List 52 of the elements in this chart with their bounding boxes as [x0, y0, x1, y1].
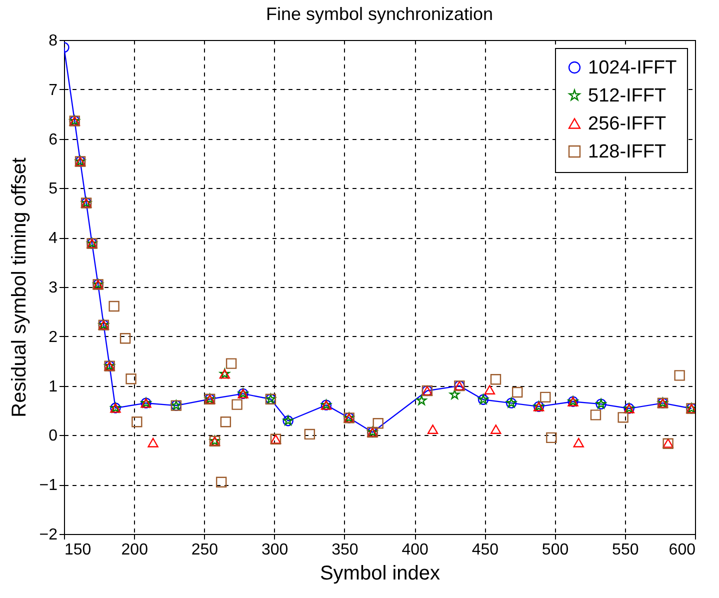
point	[226, 358, 237, 369]
x-tick-label: 550	[612, 542, 639, 558]
y-tick-label: −1	[39, 477, 58, 494]
point	[540, 392, 551, 403]
point	[108, 300, 120, 312]
point	[427, 424, 438, 434]
x-axis-title: Symbol index	[320, 562, 440, 584]
x-tick-label: 450	[472, 542, 499, 558]
point	[484, 385, 496, 394]
x-tick-label: 600	[668, 542, 696, 558]
x-tick-label: 250	[191, 542, 218, 558]
y-tick-label: 5	[48, 180, 58, 198]
legend-label: 512-IFFT	[588, 86, 667, 106]
y-tick-label: 6	[48, 131, 58, 148]
point	[416, 395, 427, 406]
point	[120, 333, 131, 344]
x-tick-label: 500	[542, 542, 569, 558]
legend-label: 1024-IFFT	[588, 58, 678, 78]
point	[490, 424, 502, 434]
point	[450, 389, 460, 400]
y-tick-label: −2	[39, 526, 58, 544]
point	[126, 374, 136, 384]
point	[546, 432, 557, 444]
y-tick-label: 4	[48, 230, 58, 248]
point	[216, 476, 227, 488]
point	[304, 428, 316, 440]
x-tick-label: 400	[402, 542, 428, 558]
y-tick-label: 3	[48, 280, 58, 296]
point	[490, 374, 502, 385]
y-tick-label: 0	[48, 428, 58, 445]
point	[573, 438, 584, 448]
y-tick-label: 1	[48, 378, 58, 396]
point	[148, 438, 158, 448]
y-axis-title: Residual symbol timing offset	[8, 157, 30, 418]
x-tick-label: 150	[64, 542, 92, 558]
y-tick-label: 8	[48, 32, 58, 50]
chart-title: Fine symbol synchronization	[266, 4, 494, 24]
point	[220, 416, 232, 428]
point	[232, 399, 242, 410]
point	[590, 410, 602, 420]
x-tick-label: 300	[261, 542, 288, 558]
legend-label: 128-IFFT	[588, 142, 667, 162]
y-tick-label: 7	[48, 82, 58, 99]
legend-label: 256-IFFT	[588, 114, 667, 134]
point	[618, 412, 628, 423]
point	[512, 386, 523, 398]
x-tick-label: 200	[121, 542, 148, 558]
point	[674, 370, 685, 381]
y-tick-label: 2	[48, 328, 58, 346]
x-tick-label: 350	[332, 542, 358, 558]
point	[372, 418, 384, 429]
point	[132, 416, 142, 428]
